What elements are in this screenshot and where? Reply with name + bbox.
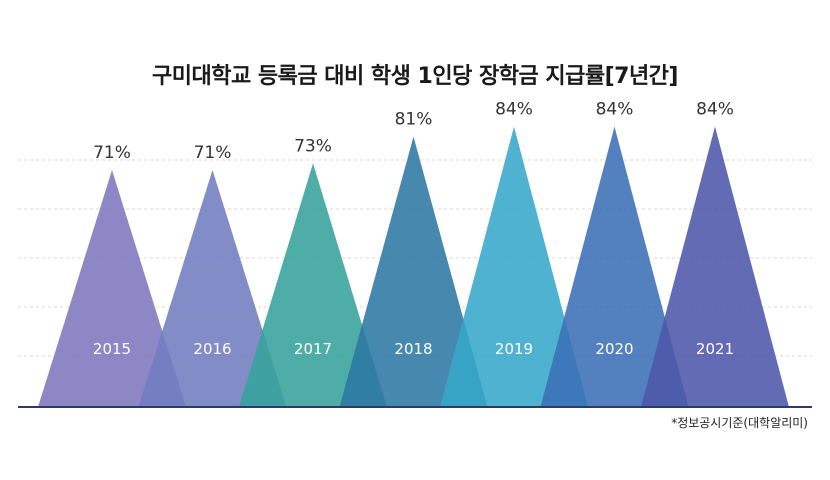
- data-labels: 71% 2015 71% 2016 73% 2017 81% 2018 84% 2019 84% 20…: [93, 100, 734, 358]
- triangle-2015: [38, 169, 186, 407]
- triangle-2019: [440, 126, 588, 407]
- value-label-2015: 71%: [93, 143, 131, 163]
- year-label-2021: 2021: [696, 340, 734, 358]
- value-label-2018: 81%: [395, 110, 433, 130]
- value-label-2016: 71%: [194, 143, 232, 163]
- year-label-2016: 2016: [193, 340, 231, 358]
- value-label-2021: 84%: [696, 100, 734, 120]
- triangle-marks: [38, 126, 789, 407]
- year-label-2017: 2017: [294, 340, 332, 358]
- triangle-2020: [540, 126, 689, 407]
- year-label-2020: 2020: [595, 340, 633, 358]
- triangle-2018: [339, 136, 488, 407]
- triangle-2017: [239, 163, 387, 407]
- year-label-2019: 2019: [495, 340, 533, 358]
- value-label-2019: 84%: [495, 100, 533, 120]
- year-label-2018: 2018: [394, 340, 432, 358]
- value-label-2020: 84%: [596, 100, 634, 120]
- triangle-2021: [641, 126, 789, 407]
- chart-title: 구미대학교 등록금 대비 학생 1인당 장학금 지급률[7년간]: [152, 64, 678, 89]
- year-label-2015: 2015: [93, 340, 131, 358]
- value-label-2017: 73%: [294, 136, 332, 156]
- triangle-2016: [138, 169, 287, 407]
- data-source-note: *정보공시기준(대학알리미): [671, 416, 808, 430]
